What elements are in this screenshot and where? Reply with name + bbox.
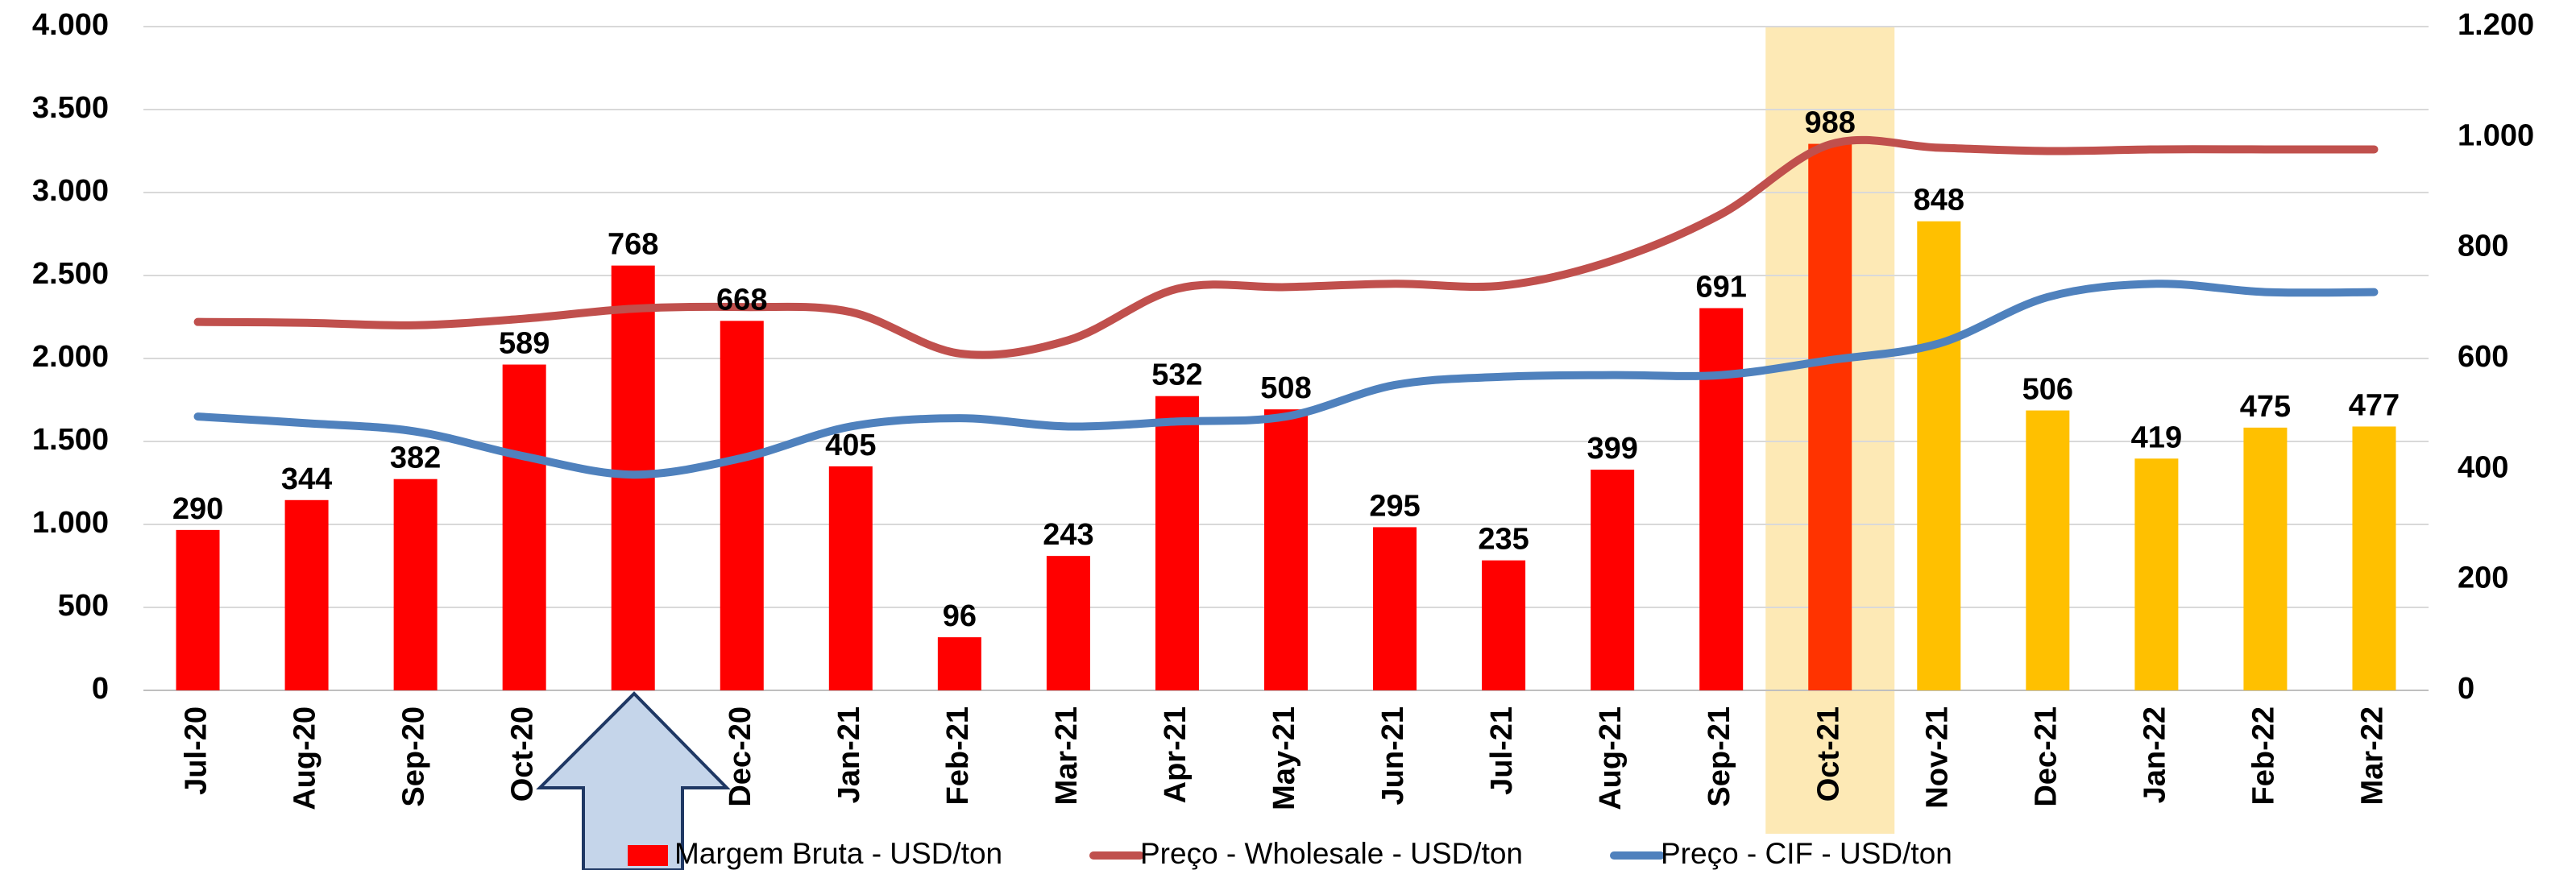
y-tick-label: 500 [58, 589, 109, 623]
bar [1373, 527, 1417, 690]
y-tick-label: 4.000 [32, 8, 109, 42]
y2-tick-label: 1.000 [2458, 118, 2534, 152]
x-tick-label: Dec-21 [2029, 706, 2063, 807]
bar-value-label: 290 [172, 492, 223, 526]
y-tick-label: 3.000 [32, 174, 109, 208]
line [193, 135, 2379, 359]
bar [2352, 426, 2396, 690]
bar-value-label: 96 [943, 599, 977, 633]
bar-value-label: 508 [1260, 371, 1311, 405]
x-tick-label: Jan-21 [832, 706, 866, 803]
y2-tick-label: 600 [2458, 340, 2508, 374]
y-tick-label: 1.500 [32, 423, 109, 457]
bar [1808, 143, 1852, 690]
x-tick-label: Oct-21 [1811, 706, 1845, 802]
bar-value-label: 382 [390, 441, 441, 475]
bar [176, 529, 220, 690]
bar-value-label: 668 [716, 283, 767, 317]
legend-swatch [628, 845, 668, 866]
bar [1482, 560, 1526, 690]
x-tick-label: Jul-21 [1485, 706, 1519, 795]
x-tick-label: Jan-22 [2138, 706, 2172, 803]
bar [1699, 308, 1744, 690]
legend-label: Margem Bruta - USD/ton [674, 837, 1002, 870]
legend-label: Preço - Wholesale - USD/ton [1140, 837, 1523, 870]
y-tick-label: 2.000 [32, 340, 109, 374]
bar [720, 321, 764, 690]
bar [502, 364, 546, 690]
bar [2243, 427, 2288, 690]
x-tick-label: Aug-20 [288, 706, 322, 810]
x-tick-label: Aug-21 [1594, 706, 1628, 810]
y-tick-label: 3.500 [32, 91, 109, 125]
bar-value-label: 848 [1914, 184, 1964, 218]
x-tick-label: Mar-22 [2356, 706, 2390, 806]
x-tick-label: Feb-21 [941, 706, 975, 805]
bar [2026, 410, 2070, 690]
bar [1155, 396, 1199, 690]
bar-value-label: 344 [281, 462, 332, 496]
x-tick-label: Oct-20 [506, 706, 540, 802]
bar-value-label: 405 [825, 429, 876, 462]
x-tick-label: Jul-20 [180, 706, 214, 795]
arrow [536, 691, 731, 870]
y-tick-label: 0 [92, 672, 109, 706]
bar-value-label: 243 [1043, 518, 1093, 552]
bar-value-label: 399 [1587, 432, 1637, 466]
bar-value-label: 235 [1478, 523, 1529, 557]
x-tick-label: Mar-21 [1050, 706, 1084, 806]
y-tick-label: 1.000 [32, 506, 109, 540]
bar-value-label: 475 [2240, 390, 2291, 424]
bar-value-label: 477 [2349, 388, 2400, 422]
line [193, 280, 2379, 479]
x-tick-label: Feb-22 [2246, 706, 2280, 805]
y2-tick-label: 0 [2458, 672, 2474, 706]
bar [1046, 556, 1090, 690]
bar-value-label: 295 [1369, 489, 1420, 523]
bar-value-label: 691 [1695, 271, 1746, 304]
y2-tick-label: 200 [2458, 561, 2508, 595]
x-tick-label: Apr-21 [1159, 706, 1193, 803]
x-tick-label: Nov-21 [1920, 706, 1954, 809]
bar-value-label: 768 [608, 228, 658, 262]
bar [1917, 221, 1961, 690]
bar-value-label: 988 [1805, 106, 1856, 140]
y2-tick-label: 400 [2458, 450, 2508, 484]
bar [1264, 409, 1308, 690]
bar [937, 637, 981, 690]
x-tick-label: May-21 [1267, 706, 1301, 810]
x-tick-label: Sep-20 [397, 706, 431, 807]
bar [2134, 458, 2179, 690]
bar [284, 499, 329, 690]
x-tick-label: Jun-21 [1376, 706, 1410, 805]
y2-tick-label: 800 [2458, 230, 2508, 263]
bar [828, 466, 873, 690]
x-tick-label: Sep-21 [1703, 706, 1736, 807]
bar-value-label: 506 [2022, 373, 2073, 407]
legend-label: Preço - CIF - USD/ton [1661, 837, 1952, 870]
bar-value-label: 589 [499, 327, 550, 361]
bar [393, 478, 438, 690]
bar-value-label: 419 [2131, 420, 2182, 454]
y-tick-label: 2.500 [32, 257, 109, 291]
bar [1591, 470, 1635, 690]
bar-value-label: 532 [1151, 358, 1202, 392]
y2-tick-label: 1.200 [2458, 8, 2534, 42]
x-tick-label: Dec-20 [724, 706, 757, 807]
